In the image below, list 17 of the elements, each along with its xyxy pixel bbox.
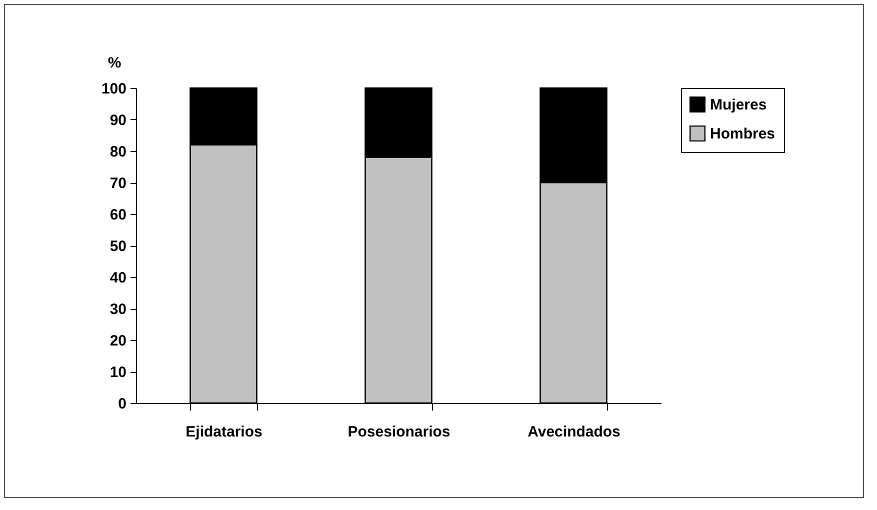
- y-tick-label: 40: [110, 270, 126, 286]
- legend-label: Mujeres: [710, 96, 767, 114]
- y-tick-label: 100: [101, 80, 126, 98]
- x-tick-label: Posesionarios: [348, 424, 450, 440]
- y-tick-label: 10: [110, 364, 126, 381]
- y-tick-label: 50: [110, 238, 126, 255]
- y-tick-label: 70: [110, 175, 126, 192]
- y-tick-label: 0: [118, 396, 126, 412]
- x-tick-label: Avecindados: [528, 424, 620, 440]
- x-tick-label: Ejidatarios: [186, 424, 262, 440]
- y-tick-label: 60: [110, 206, 126, 224]
- y-tick-label: 80: [110, 144, 126, 160]
- y-tick-label: 90: [110, 112, 126, 129]
- legend-label: Hombres: [710, 126, 776, 142]
- y-axis-title: %: [108, 54, 122, 72]
- y-tick-label: 30: [110, 301, 126, 318]
- y-tick-label: 20: [110, 332, 126, 350]
